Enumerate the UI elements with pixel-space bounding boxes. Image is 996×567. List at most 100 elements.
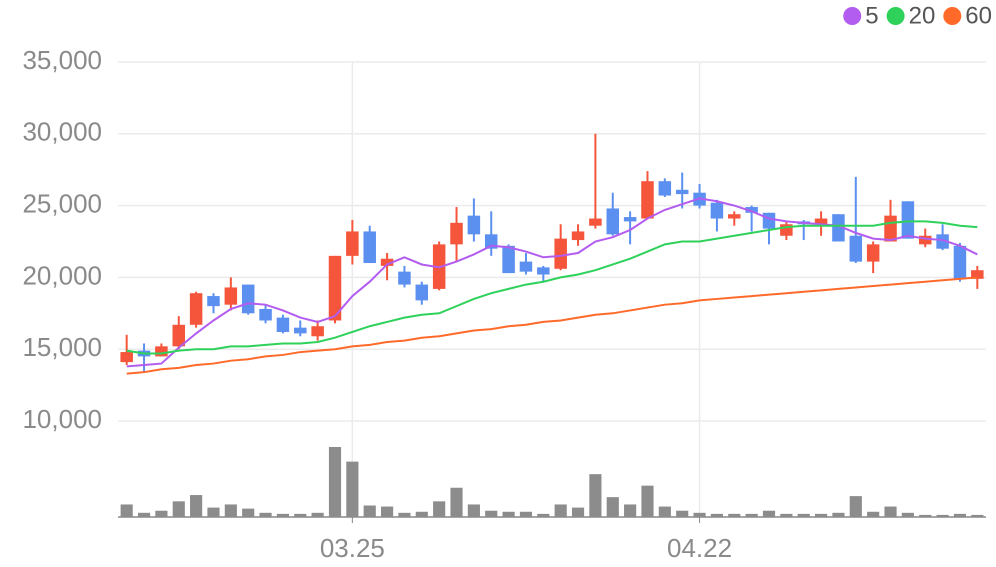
volume-bar: [849, 496, 862, 517]
candle-body: [832, 214, 845, 242]
volume-bar: [919, 514, 932, 517]
volume-bar: [953, 513, 967, 517]
candle-body: [641, 181, 654, 219]
candle-body: [884, 215, 897, 242]
candle-body: [571, 231, 585, 241]
candle-body: [537, 267, 550, 275]
legend-label: 20: [909, 2, 936, 29]
volume-bar: [606, 497, 619, 517]
volume-bar: [537, 513, 550, 517]
candle-body: [294, 327, 307, 334]
legend-label: 60: [965, 2, 992, 29]
volume-bar: [641, 485, 654, 517]
x-tick-label: 04.22: [667, 533, 732, 563]
candle-body: [450, 222, 463, 245]
x-tick-label: 03.25: [320, 533, 385, 563]
candle-body: [380, 258, 394, 266]
volume-bar: [224, 504, 237, 517]
volume-bar: [381, 506, 394, 517]
candle-body: [172, 324, 186, 347]
volume-bar: [901, 512, 914, 517]
volume-bar: [693, 512, 706, 517]
legend-dot: [943, 7, 962, 25]
volume-bar: [624, 504, 637, 517]
candle-body: [276, 317, 290, 332]
volume-bar: [815, 513, 828, 517]
candle-body: [623, 217, 637, 222]
volume-bar: [242, 508, 255, 517]
volume-bar: [485, 510, 498, 517]
y-tick-label: 35,000: [22, 45, 102, 75]
volume-bar: [294, 513, 307, 517]
legend-label: 5: [865, 2, 878, 29]
legend-dot: [843, 7, 862, 25]
volume-bar: [658, 506, 671, 517]
candle-body: [762, 212, 776, 229]
candle-body: [710, 202, 724, 219]
volume-bar: [589, 474, 602, 517]
volume-bar: [450, 487, 463, 517]
candle-body: [398, 271, 411, 285]
legend-dot: [886, 7, 905, 25]
ma-line: [126, 276, 978, 375]
candle-body: [259, 308, 272, 321]
volume-bar: [676, 510, 689, 517]
candle-body: [901, 201, 915, 239]
candle-body: [780, 224, 793, 236]
volume-bar: [867, 511, 880, 517]
candle-body: [953, 245, 967, 279]
candle-body: [936, 234, 949, 249]
volume-bar: [467, 504, 480, 517]
y-tick-label: 15,000: [22, 332, 102, 362]
volume-bar: [433, 501, 446, 517]
volume-bar: [207, 507, 220, 517]
candle-body: [589, 218, 602, 226]
candle-body: [502, 245, 515, 274]
volume-bar: [745, 513, 758, 517]
candle-body: [918, 235, 932, 245]
volume-bar: [971, 514, 984, 517]
volume-bar: [884, 506, 897, 517]
volume-bar: [554, 504, 567, 517]
candle-body: [745, 207, 758, 213]
volume-bar: [190, 495, 203, 517]
candle-body: [311, 326, 324, 337]
candle-body: [467, 215, 481, 235]
candle-body: [658, 181, 672, 196]
y-tick-label: 30,000: [22, 117, 102, 147]
volume-bar: [780, 513, 793, 517]
volume-bar: [936, 514, 949, 517]
candle-body: [241, 284, 255, 314]
volume-bar: [571, 507, 585, 517]
candle-body: [606, 208, 620, 235]
candle-body: [849, 235, 863, 262]
candle-body: [363, 231, 376, 264]
volume-bar: [311, 512, 324, 517]
candle-body: [224, 287, 238, 305]
volume-bar: [415, 511, 428, 517]
volume-bar: [137, 512, 151, 517]
candle-body: [554, 238, 567, 269]
volume-bar: [502, 511, 515, 517]
volume-bar: [519, 511, 533, 517]
candle-body: [866, 244, 880, 262]
volume-bar: [328, 447, 342, 517]
volume-bar: [276, 513, 289, 517]
volume-bar: [398, 512, 411, 517]
ma-line: [126, 197, 978, 368]
candle-body: [120, 352, 133, 363]
y-tick-label: 10,000: [22, 404, 102, 434]
candle-body: [415, 284, 429, 301]
candle-body: [155, 346, 168, 357]
volume-bar: [832, 512, 845, 517]
y-tick-label: 20,000: [22, 260, 102, 290]
candle-body: [346, 231, 359, 256]
candle-body: [328, 255, 342, 321]
candle-body: [189, 293, 203, 325]
y-tick-label: 25,000: [22, 188, 102, 218]
volume-bar: [363, 505, 376, 517]
candle-body: [519, 261, 533, 272]
volume-bar: [155, 510, 168, 517]
volume-bar: [762, 510, 776, 517]
